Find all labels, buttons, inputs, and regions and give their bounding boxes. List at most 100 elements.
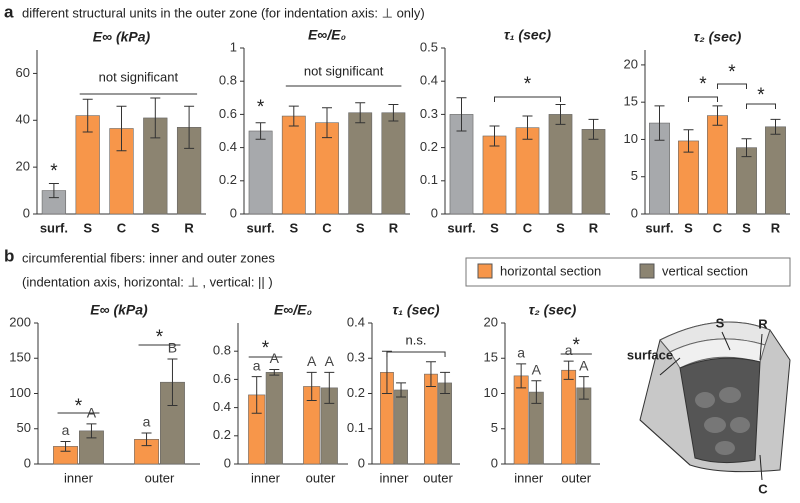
error-bar: [588, 118, 599, 140]
error-bar: [324, 371, 335, 404]
error-bar: [522, 115, 533, 140]
error-bar: [322, 107, 332, 139]
error-bar: [741, 138, 752, 158]
y-tick-label: 0.5: [420, 39, 438, 54]
error-bar: [516, 363, 527, 389]
error-bar: [48, 183, 59, 199]
annotation: *: [50, 161, 58, 182]
y-tick-label: 10: [484, 385, 498, 400]
annotation: n.s.: [406, 332, 427, 347]
error-bar: [388, 103, 399, 122]
group-letter: a: [517, 345, 525, 361]
bar: [736, 147, 757, 215]
bar: [438, 382, 452, 465]
chart-title: τ₂ (sec): [529, 302, 577, 318]
x-tick-label: outer: [423, 470, 453, 485]
y-tick-label: 0: [224, 455, 231, 470]
y-tick-label: 200: [9, 314, 31, 329]
legend-swatch: [639, 263, 655, 279]
x-tick-label: S: [289, 220, 298, 235]
x-tick-label: R: [771, 220, 781, 235]
x-tick-label: surf.: [247, 220, 275, 235]
annotation: *: [699, 74, 707, 95]
y-tick-label: 0.1: [420, 172, 438, 187]
x-tick-label: C: [117, 220, 127, 235]
error-bar: [60, 440, 71, 452]
bar: [561, 369, 577, 465]
error-bar: [531, 380, 542, 404]
y-tick-label: 150: [9, 350, 31, 365]
error-bar: [578, 376, 589, 400]
bar: [548, 114, 573, 215]
annotation: *: [524, 74, 532, 95]
error-bar: [489, 125, 500, 147]
fiber: [730, 417, 750, 433]
y-tick-label: 0.3: [420, 106, 438, 121]
fiber: [715, 441, 735, 455]
error-bar: [381, 350, 392, 394]
edge: [639, 419, 691, 466]
pointer: [759, 333, 763, 361]
y-tick-label: 5: [631, 168, 638, 183]
error-bar: [251, 376, 262, 414]
chart-title: E∞ (kPa): [90, 302, 148, 318]
annotation: *: [757, 85, 765, 106]
annotation: *: [573, 335, 581, 356]
annotation: *: [156, 327, 164, 348]
x-tick-label: inner: [380, 470, 410, 485]
y-tick-label: 0: [23, 205, 30, 220]
bar: [707, 115, 728, 215]
error-bar: [654, 105, 665, 141]
panel-label: b: [4, 246, 14, 265]
bar: [248, 130, 273, 215]
group-letter: a: [565, 342, 573, 358]
diagram-label: S: [716, 315, 725, 330]
bar: [381, 112, 406, 215]
pointer: [659, 357, 681, 376]
x-tick-label: C: [322, 220, 332, 235]
group-letter: A: [579, 357, 589, 373]
x-tick-label: S: [490, 220, 499, 235]
group-letter: A: [307, 353, 317, 369]
group-letter: A: [325, 353, 335, 369]
error-bar: [184, 105, 195, 149]
y-tick-label: 1: [230, 39, 237, 54]
panel-caption: circumferential fibers: inner and outer …: [22, 250, 275, 265]
x-tick-label: R: [389, 220, 399, 235]
error-bar: [456, 97, 467, 132]
error-bar: [141, 432, 152, 447]
bar: [424, 373, 438, 465]
group-letter: a: [62, 422, 70, 438]
error-bar: [306, 371, 317, 402]
error-bar: [255, 122, 266, 140]
legend-label: vertical section: [662, 263, 748, 278]
y-tick-label: 0.4: [347, 314, 365, 329]
bar: [348, 112, 373, 215]
x-tick-label: S: [356, 220, 365, 235]
annotation: *: [257, 97, 265, 118]
bar: [281, 115, 306, 215]
error-bar: [116, 105, 127, 152]
y-tick-label: 0: [230, 205, 237, 220]
panel-label: a: [4, 2, 14, 21]
x-tick-label: outer: [145, 470, 175, 485]
y-tick-label: 20: [484, 314, 498, 329]
bracket: [717, 83, 747, 89]
pointer: [759, 454, 763, 481]
annotation: *: [728, 62, 736, 83]
y-tick-label: 50: [17, 420, 31, 435]
chart-title: E∞ (kPa): [93, 29, 151, 45]
y-tick-label: 0.6: [219, 106, 237, 121]
y-tick-label: 0.4: [213, 399, 231, 414]
error-bar: [355, 102, 366, 124]
x-tick-label: inner: [64, 470, 94, 485]
panel-caption: different structural units in the outer …: [22, 5, 425, 20]
group-letter: a: [253, 357, 261, 373]
bar: [513, 375, 529, 465]
y-tick-label: 20: [16, 159, 30, 174]
y-tick-label: 0.4: [420, 73, 438, 88]
x-tick-label: R: [589, 220, 599, 235]
fiber: [719, 387, 741, 403]
bar: [482, 135, 507, 215]
legend-box: [465, 257, 791, 287]
